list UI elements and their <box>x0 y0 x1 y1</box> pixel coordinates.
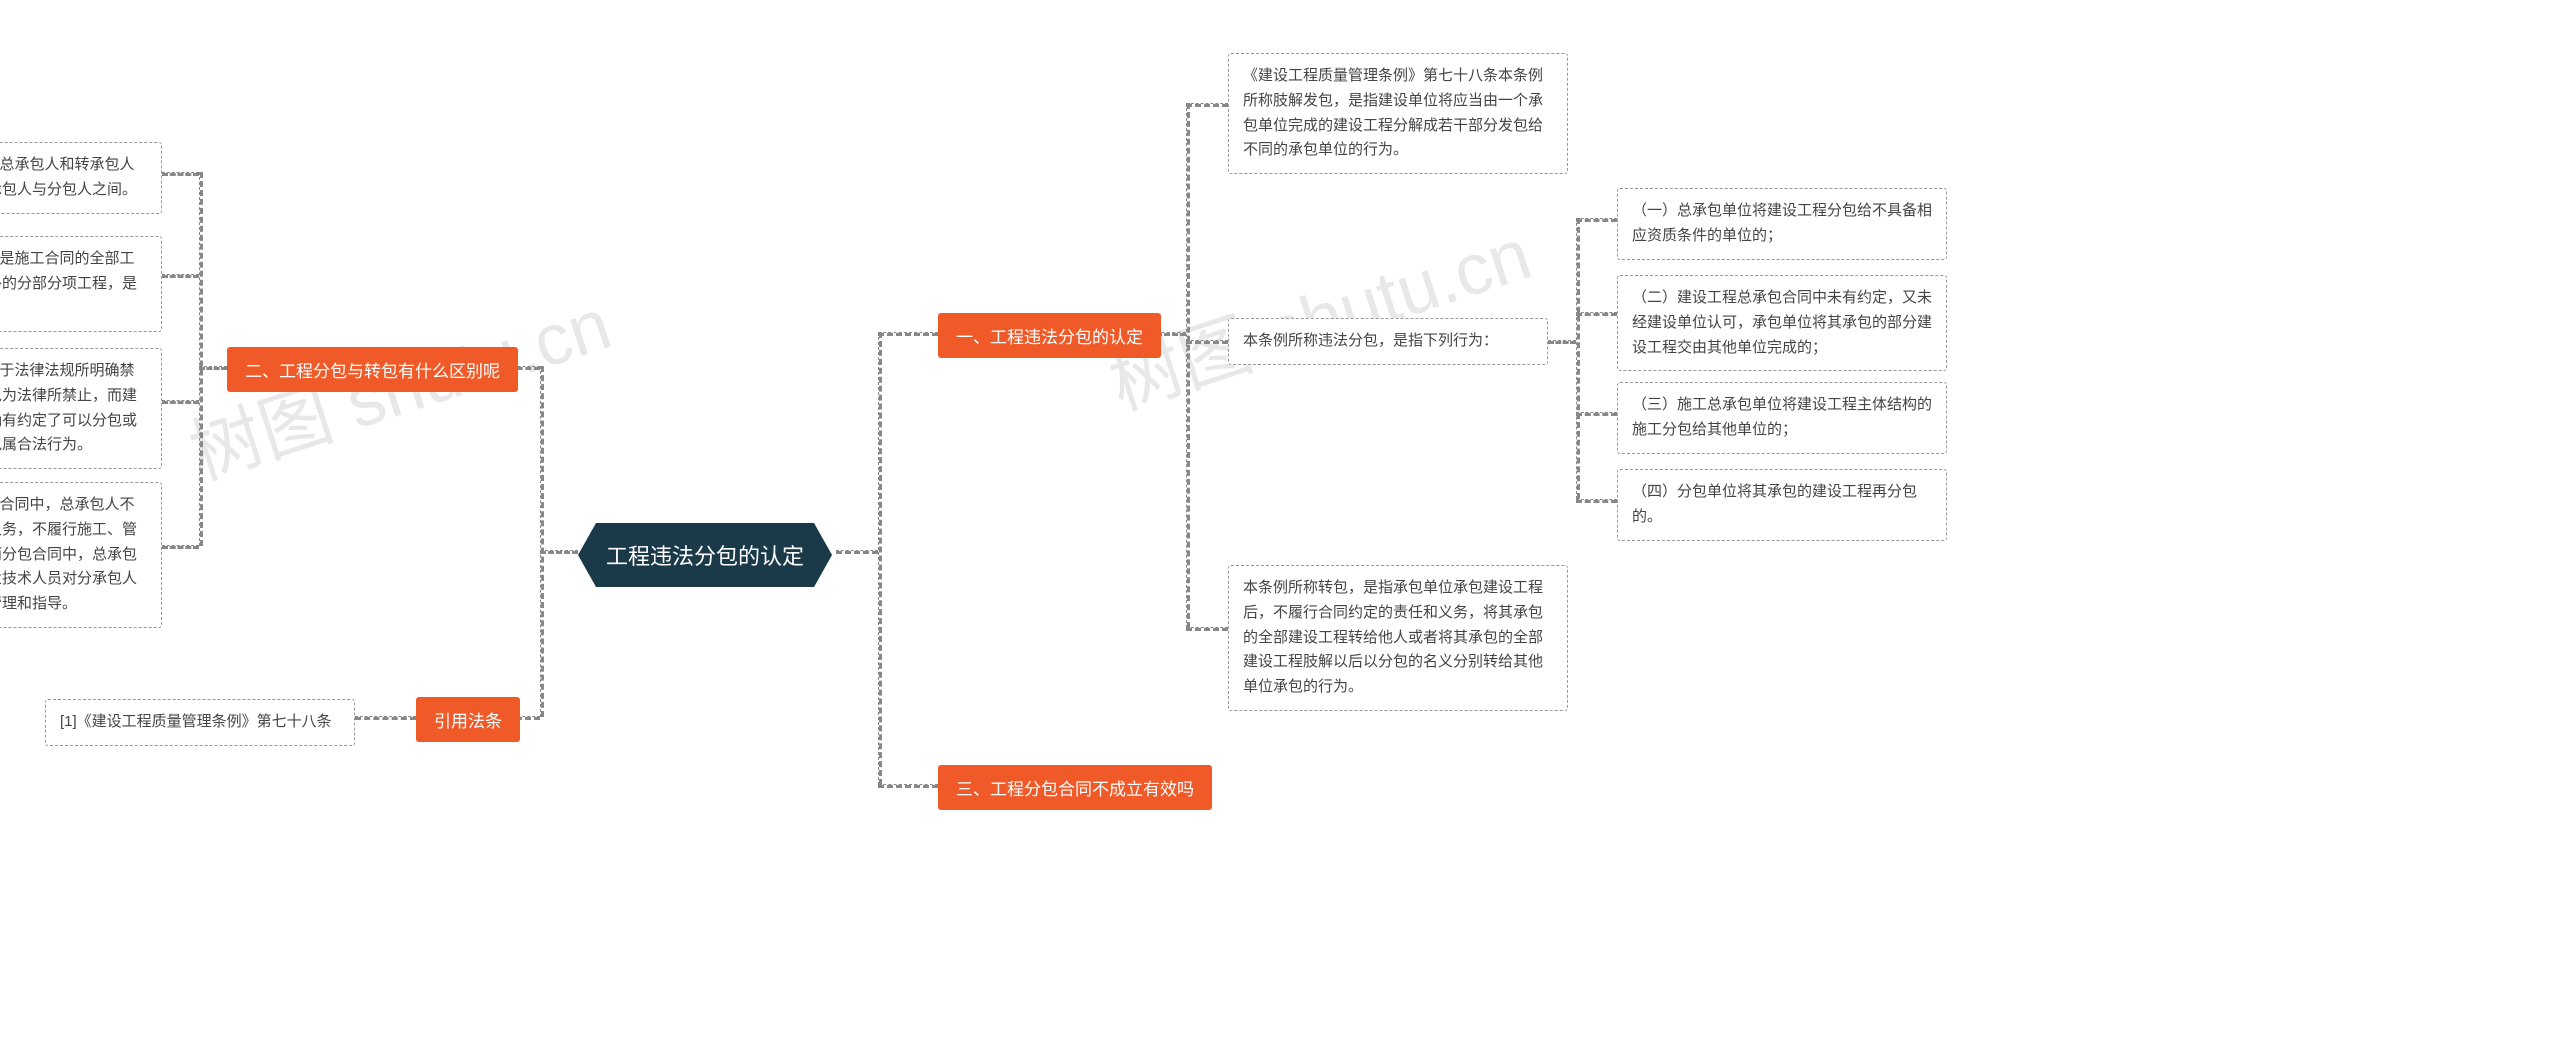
leaf-node: 《建设工程质量管理条例》第七十八条本条例所称肢解发包，是指建设单位将应当由一个承… <box>1228 53 1568 174</box>
leaf-text: 3.合同效力不同。转包属于法律法规所明确禁止的无效行为；违法分包为法律所禁止，而… <box>0 362 137 453</box>
center-node: 工程违法分包的认定 <box>578 523 832 587</box>
leaf-node: （四）分包单位将其承包的建设工程再分包的。 <box>1617 469 1947 541</box>
connector <box>1576 218 1617 222</box>
connector <box>162 172 199 176</box>
branch-label: 三、工程分包合同不成立有效吗 <box>956 780 1194 799</box>
connector <box>355 716 416 720</box>
branch-right-2: 三、工程分包合同不成立有效吗 <box>938 765 1212 810</box>
leaf-text: 《建设工程质量管理条例》第七十八条本条例所称肢解发包，是指建设单位将应当由一个承… <box>1243 67 1543 158</box>
leaf-node: 2.对象不同。转包的对象是施工合同的全部工程；分仅仅指主体工程外的分部分项工程，… <box>0 236 162 332</box>
leaf-node: （三）施工总承包单位将建设工程主体结构的施工分包给其他单位的； <box>1617 382 1947 454</box>
connector <box>836 550 878 554</box>
leaf-node: 4.对应的义务不同。转包合同中，总承包人不履行建设工程合同全部义务，不履行施工、… <box>0 482 162 628</box>
leaf-text: 4.对应的义务不同。转包合同中，总承包人不履行建设工程合同全部义务，不履行施工、… <box>0 496 137 612</box>
connector <box>1548 340 1576 344</box>
leaf-text: （二）建设工程总承包合同中未有约定，又未经建设单位认可，承包单位将其承包的部分建… <box>1632 289 1932 356</box>
leaf-node: （一）总承包单位将建设工程分包给不具备相应资质条件的单位的； <box>1617 188 1947 260</box>
branch-right-1: 一、工程违法分包的认定 <box>938 313 1161 358</box>
connector <box>199 366 227 370</box>
connector <box>540 550 578 554</box>
connector <box>162 274 199 278</box>
connector <box>199 172 203 546</box>
connector <box>162 400 199 404</box>
branch-label: 引用法条 <box>434 712 502 731</box>
leaf-text: 1.主体不同。转包发生在总承包人和转承包人之间；分包则发生在总承包人与分包人之间… <box>0 156 137 198</box>
watermark: 树图 shutu.cn <box>1094 195 1541 430</box>
center-label: 工程违法分包的认定 <box>606 544 804 569</box>
branch-left-2: 引用法条 <box>416 697 520 742</box>
connector <box>1576 312 1617 316</box>
leaf-text: （四）分包单位将其承包的建设工程再分包的。 <box>1632 483 1917 525</box>
connector <box>878 332 938 336</box>
leaf-text: 2.对象不同。转包的对象是施工合同的全部工程；分仅仅指主体工程外的分部分项工程，… <box>0 250 137 317</box>
branch-label: 二、工程分包与转包有什么区别呢 <box>245 362 500 381</box>
connector <box>540 366 544 717</box>
leaf-node: 1.主体不同。转包发生在总承包人和转承包人之间；分包则发生在总承包人与分包人之间… <box>0 142 162 214</box>
connector <box>878 332 882 785</box>
branch-left-1: 二、工程分包与转包有什么区别呢 <box>227 347 518 392</box>
leaf-text: 本条例所称转包，是指承包单位承包建设工程后，不履行合同约定的责任和义务，将其承包… <box>1243 579 1543 695</box>
connector <box>162 545 199 549</box>
leaf-text: 本条例所称违法分包，是指下列行为： <box>1243 332 1498 349</box>
connector <box>1186 340 1228 344</box>
leaf-text: [1]《建设工程质量管理条例》第七十八条 <box>60 713 332 730</box>
connector <box>1186 627 1228 631</box>
connector <box>878 784 938 788</box>
branch-label: 一、工程违法分包的认定 <box>956 328 1143 347</box>
connector <box>1576 412 1617 416</box>
leaf-node: 本条例所称违法分包，是指下列行为： <box>1228 318 1548 365</box>
leaf-node: 本条例所称转包，是指承包单位承包建设工程后，不履行合同约定的责任和义务，将其承包… <box>1228 565 1568 711</box>
leaf-text: （三）施工总承包单位将建设工程主体结构的施工分包给其他单位的； <box>1632 396 1932 438</box>
leaf-node: 3.合同效力不同。转包属于法律法规所明确禁止的无效行为；违法分包为法律所禁止，而… <box>0 348 162 469</box>
leaf-node: （二）建设工程总承包合同中未有约定，又未经建设单位认可，承包单位将其承包的部分建… <box>1617 275 1947 371</box>
leaf-text: （一）总承包单位将建设工程分包给不具备相应资质条件的单位的； <box>1632 202 1932 244</box>
connector <box>1186 103 1228 107</box>
connector <box>1576 218 1580 499</box>
connector <box>1576 499 1617 503</box>
leaf-node: [1]《建设工程质量管理条例》第七十八条 <box>45 699 355 746</box>
connector <box>1186 103 1190 628</box>
